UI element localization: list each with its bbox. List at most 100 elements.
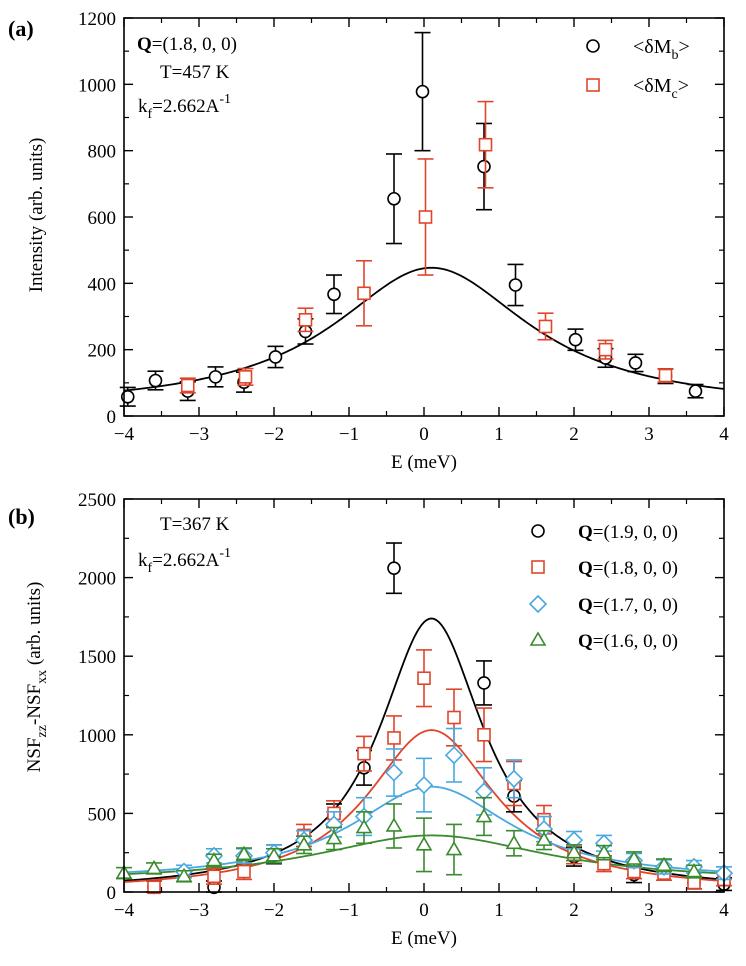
data-point-b-3-11 xyxy=(445,840,463,856)
data-point-b-3-4 xyxy=(235,845,253,861)
data-point-a-1-6 xyxy=(538,319,553,334)
x-tick-label-b-5: 1 xyxy=(494,900,504,921)
kf-value-a: =2.662A xyxy=(152,96,219,117)
y-tick-label-a-3: 600 xyxy=(88,208,117,229)
x-tick-label-b-2: −2 xyxy=(264,900,284,921)
panel-b: (b) NSFzz-NSFxx (arb. units) T=367 K kf=… xyxy=(8,490,734,949)
x-tick-label-a-2: −2 xyxy=(264,424,284,445)
kf-sub-a: f xyxy=(148,107,153,122)
annotation-temperature-a: T=457 K xyxy=(160,62,230,83)
x-tick-label-a-8: 4 xyxy=(719,424,729,445)
legend-marker-square-a xyxy=(586,78,600,92)
data-point-a-1-7 xyxy=(598,342,613,357)
fit-curve-a-0 xyxy=(123,266,725,392)
legend-b: Q=(1.9, 0, 0) Q=(1.8, 0, 0) Q=(1.7, 0, 0… xyxy=(528,522,678,652)
data-point-a-0-10 xyxy=(477,159,491,174)
y-tick-label-a-0: 0 xyxy=(107,407,117,428)
data-point-a-0-9 xyxy=(415,84,430,99)
data-point-b-1-8 xyxy=(447,710,461,725)
y-tick-label-b-1: 500 xyxy=(88,804,117,825)
x-tick-label-a-3: −1 xyxy=(339,424,359,445)
x-tick-label-a-6: 2 xyxy=(569,424,579,445)
panel-a: (a) Intensity (arb. units) Q=(1.8, 0, 0)… xyxy=(8,9,729,473)
legend-q19-rest: =(1.9, 0, 0) xyxy=(593,522,678,543)
panel-label-a: (a) xyxy=(8,16,34,41)
legend-label-q16: Q=(1.6, 0, 0) xyxy=(578,631,678,652)
kf-sub-b: f xyxy=(148,561,153,576)
annotation-q-bold-a: Q xyxy=(137,34,152,55)
data-point-a-1-8 xyxy=(658,368,673,383)
data-point-b-3-18 xyxy=(655,856,673,872)
y-tick-label-b-2: 1000 xyxy=(78,726,116,747)
data-point-a-0-7 xyxy=(327,287,341,302)
data-point-b-0-5 xyxy=(387,561,401,575)
ylabel-b-sub2: xx xyxy=(35,670,50,684)
annotation-temperature-b: T=367 K xyxy=(160,514,230,535)
data-point-a-1-0 xyxy=(180,378,195,393)
legend-dmb-main: <δM xyxy=(633,36,672,58)
legend-label-q17: Q=(1.7, 0, 0) xyxy=(578,595,678,616)
x-tick-label-a-7: 3 xyxy=(644,424,654,445)
data-point-b-3-17 xyxy=(625,850,643,865)
data-point-b-1-1 xyxy=(207,869,221,884)
legend-q16-rest: =(1.6, 0, 0) xyxy=(593,631,678,652)
panel-label-b: (b) xyxy=(8,504,35,529)
data-point-b-3-12 xyxy=(475,807,493,823)
kf-sup-b: -1 xyxy=(219,546,231,561)
legend-marker-circle-b xyxy=(531,524,545,538)
legend-dmb-sub: b xyxy=(672,48,679,63)
data-point-b-1-5 xyxy=(357,746,371,761)
x-tick-label-b-7: 3 xyxy=(644,900,654,921)
legend-label-dmb: <δMb> xyxy=(633,36,690,63)
data-point-b-2-8 xyxy=(414,775,434,795)
data-point-b-3-19 xyxy=(685,862,703,878)
data-point-a-0-12 xyxy=(568,332,583,347)
legend-dmc-main: <δM xyxy=(633,75,672,97)
legend-q17-bold: Q xyxy=(578,595,593,616)
x-tick-label-a-1: −3 xyxy=(189,424,209,445)
data-point-b-2-7 xyxy=(384,763,404,782)
data-point-b-3-5 xyxy=(265,847,283,862)
data-point-a-0-16 xyxy=(688,384,703,398)
x-axis-label-b: E (meV) xyxy=(391,928,457,949)
data-point-b-3-8 xyxy=(355,818,373,834)
data-point-b-3-13 xyxy=(505,834,523,850)
data-point-b-1-2 xyxy=(237,864,251,879)
kf-k-b: k xyxy=(138,550,148,571)
data-point-b-1-0 xyxy=(147,880,161,895)
y-tick-label-a-5: 1000 xyxy=(78,75,116,96)
data-point-b-3-16 xyxy=(595,844,613,859)
kf-value-b: =2.662A xyxy=(152,550,219,571)
data-point-b-3-14 xyxy=(535,831,553,846)
data-point-b-1-9 xyxy=(477,727,491,742)
data-point-a-1-1 xyxy=(238,370,253,384)
legend-dmc-sub: c xyxy=(672,87,678,102)
kf-sup-a: -1 xyxy=(219,92,231,107)
data-point-b-3-7 xyxy=(325,829,343,845)
data-point-b-3-1 xyxy=(145,859,163,875)
data-point-b-0-6 xyxy=(477,676,491,690)
ylabel-b-sub1: zz xyxy=(35,725,50,737)
annotation-q-value-a: =(1.8, 0, 0) xyxy=(152,34,237,55)
data-point-b-1-6 xyxy=(387,731,401,745)
data-point-b-1-7 xyxy=(417,671,431,686)
y-tick-label-a-2: 400 xyxy=(88,274,117,295)
data-point-b-2-9 xyxy=(444,746,464,765)
x-axis-label-a: E (meV) xyxy=(391,452,457,473)
x-tick-label-b-6: 2 xyxy=(569,900,579,921)
legend-q18-bold: Q xyxy=(578,558,593,579)
data-point-a-0-11 xyxy=(508,278,523,292)
legend-marker-triangle-b xyxy=(529,631,547,646)
y-axis-label-a: Intensity (arb. units) xyxy=(26,138,47,293)
y-axis-label-b: NSFzz-NSFxx (arb. units) xyxy=(24,582,50,773)
data-point-b-3-10 xyxy=(415,836,433,851)
data-point-a-0-3 xyxy=(208,370,223,384)
data-point-a-0-8 xyxy=(387,191,401,206)
legend-label-q18: Q=(1.8, 0, 0) xyxy=(578,558,678,579)
data-point-a-0-1 xyxy=(148,373,163,388)
x-tick-label-a-4: 0 xyxy=(419,424,429,445)
legend-q16-bold: Q xyxy=(578,631,593,652)
legend-marker-diamond-b xyxy=(528,594,548,614)
annotation-kf-b: kf=2.662A-1 xyxy=(138,546,231,576)
